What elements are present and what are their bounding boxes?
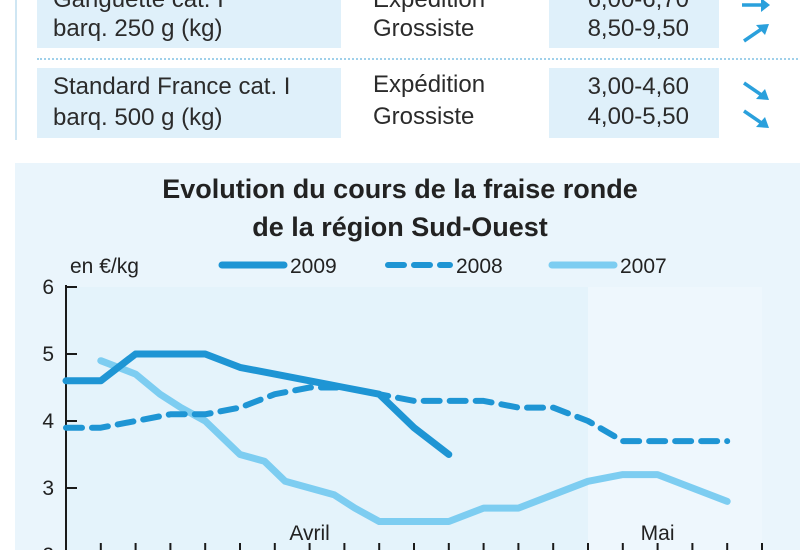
y-tick-label: 5 — [42, 343, 54, 366]
market-stage: Grossiste — [373, 103, 475, 130]
plot-background-may — [588, 287, 762, 550]
market-stage: Expédition — [373, 0, 485, 14]
arrow-right-icon — [739, 0, 773, 16]
market-stage: Expédition — [373, 71, 486, 98]
y-axis-unit-label: en €/kg — [70, 255, 139, 278]
price-table: Gariguette cat. I barq. 250 g (kg) Expéd… — [15, 0, 800, 140]
product-cell-bg — [37, 0, 341, 48]
legend-label-2008: 2008 — [456, 255, 503, 278]
product-name: Gariguette cat. I — [53, 0, 224, 14]
product-package: barq. 250 g (kg) — [53, 15, 223, 42]
market-stage: Grossiste — [373, 15, 475, 42]
y-tick-label: 4 — [42, 410, 54, 433]
product-name: Standard France cat. I — [53, 73, 291, 100]
chart-subtitle: de la région Sud-Ouest — [252, 212, 548, 242]
price-range: 8,50-9,50 — [587, 15, 689, 42]
legend-label-2007: 2007 — [620, 255, 667, 278]
price-cell-bg — [549, 0, 719, 48]
x-month-label: Mai — [641, 522, 675, 545]
y-tick-label: 6 — [42, 276, 54, 299]
price-range: 6,00-6,70 — [557, 0, 689, 14]
product-cell-bg — [37, 68, 341, 138]
series-line-2009 — [62, 350, 453, 458]
price-range: 4,00-5,50 — [587, 103, 689, 130]
x-month-label: Avril — [289, 522, 329, 545]
chart-title: Evolution du cours de la fraise ronde — [162, 174, 638, 204]
arrow-up-icon — [739, 22, 773, 44]
series-line-2008 — [63, 384, 731, 445]
product-package: barq. 500 g (kg) — [53, 104, 223, 131]
legend-label-2009: 2009 — [290, 255, 337, 278]
y-tick-label: 3 — [42, 477, 54, 500]
arrow-down-icon — [739, 108, 773, 130]
price-cell-bg — [549, 68, 719, 138]
row-separator — [37, 58, 800, 60]
arrow-down-icon — [739, 80, 773, 102]
y-tick-label: 2 — [42, 544, 54, 550]
price-range: 3,00-4,60 — [587, 73, 689, 100]
